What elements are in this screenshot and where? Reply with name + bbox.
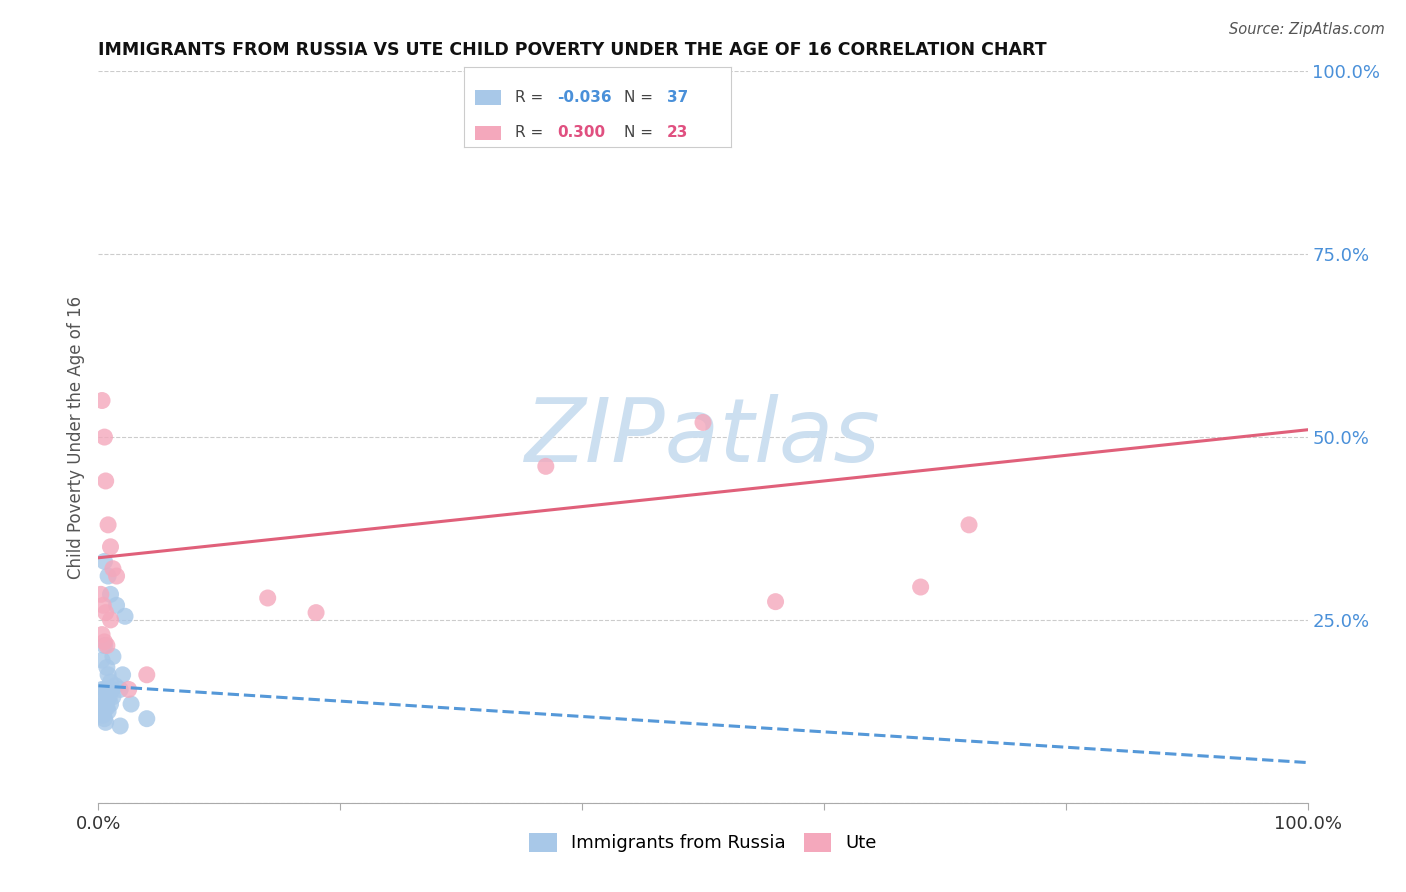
Text: ZIPatlas: ZIPatlas	[526, 394, 880, 480]
Text: N =: N =	[624, 90, 658, 105]
Point	[91, 599, 114, 613]
Point	[101, 690, 124, 704]
Text: R =: R =	[515, 90, 548, 105]
Point	[534, 459, 557, 474]
Bar	[475, 90, 502, 104]
Point	[97, 705, 120, 719]
Text: 23: 23	[666, 125, 689, 140]
Point	[94, 690, 117, 704]
Point	[94, 606, 117, 620]
Point	[305, 606, 328, 620]
Point	[91, 627, 114, 641]
Point	[91, 708, 114, 723]
Point	[765, 594, 787, 608]
Point	[120, 697, 142, 711]
Point	[101, 562, 124, 576]
Point	[108, 719, 131, 733]
Point	[96, 682, 118, 697]
Point	[91, 682, 114, 697]
Point	[93, 635, 115, 649]
Point	[96, 660, 118, 674]
Text: IMMIGRANTS FROM RUSSIA VS UTE CHILD POVERTY UNDER THE AGE OF 16 CORRELATION CHAR: IMMIGRANTS FROM RUSSIA VS UTE CHILD POVE…	[98, 41, 1047, 59]
Point	[93, 682, 115, 697]
Text: 37: 37	[666, 90, 689, 105]
Point	[94, 715, 117, 730]
Point	[957, 517, 980, 532]
Point	[98, 690, 121, 704]
Point	[104, 679, 127, 693]
Point	[100, 540, 122, 554]
Point	[135, 712, 157, 726]
Point	[114, 609, 136, 624]
Point	[105, 599, 128, 613]
Point	[93, 639, 115, 653]
Point	[93, 697, 115, 711]
Point	[94, 697, 117, 711]
Point	[101, 649, 124, 664]
Point	[93, 554, 115, 568]
Point	[90, 587, 112, 601]
Point	[256, 591, 278, 605]
Point	[105, 569, 128, 583]
Point	[96, 639, 118, 653]
Point	[692, 416, 714, 430]
Point	[910, 580, 932, 594]
Point	[100, 675, 122, 690]
Point	[91, 700, 114, 714]
Point	[100, 697, 122, 711]
Point	[135, 667, 157, 681]
Point	[90, 705, 112, 719]
Text: -0.036: -0.036	[558, 90, 612, 105]
Point	[100, 613, 122, 627]
Point	[97, 517, 120, 532]
Point	[96, 700, 118, 714]
Text: 0.300: 0.300	[558, 125, 606, 140]
Point	[93, 430, 115, 444]
Text: R =: R =	[515, 125, 553, 140]
Y-axis label: Child Poverty Under the Age of 16: Child Poverty Under the Age of 16	[66, 295, 84, 579]
Bar	[475, 126, 502, 140]
Point	[91, 393, 114, 408]
Point	[91, 653, 114, 667]
Text: N =: N =	[624, 125, 658, 140]
Point	[108, 682, 131, 697]
Text: Source: ZipAtlas.com: Source: ZipAtlas.com	[1229, 22, 1385, 37]
Point	[111, 667, 134, 681]
Legend: Immigrants from Russia, Ute: Immigrants from Russia, Ute	[522, 826, 884, 860]
Point	[97, 569, 120, 583]
Point	[91, 708, 114, 723]
Point	[93, 712, 115, 726]
Point	[91, 697, 114, 711]
Point	[118, 682, 141, 697]
Point	[100, 682, 122, 697]
Point	[94, 474, 117, 488]
Point	[100, 587, 122, 601]
Point	[97, 667, 120, 681]
Point	[97, 682, 120, 697]
